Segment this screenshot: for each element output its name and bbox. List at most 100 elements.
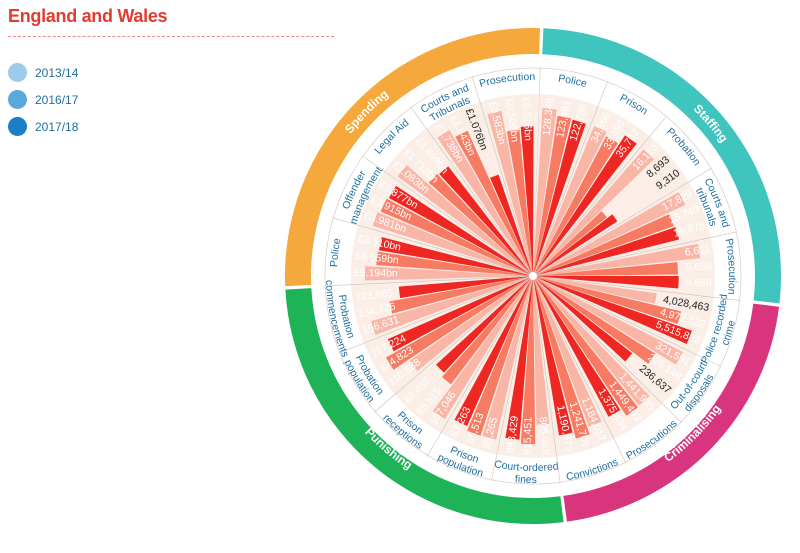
bar-punishing-court-ordered-fines-2017-18	[505, 279, 533, 440]
title-divider	[8, 36, 334, 37]
bar-criminalising-out-of-court-disposals-2016-17	[536, 278, 656, 364]
value-label-spending-prosecution-2017-18: £0.516bn	[520, 97, 534, 141]
bar-punishing-prison-population-2017-18	[454, 279, 532, 427]
legend-swatch-2013-14	[8, 63, 27, 82]
category-label-punishing-court-ordered-fines: fines	[514, 473, 536, 486]
category-divider	[534, 80, 608, 273]
bar-punishing-prison-receptions-2017-18	[436, 278, 531, 373]
category-divider	[536, 231, 738, 276]
page-title: England and Wales	[8, 6, 168, 26]
bar-spending-offender-management-2016-17	[380, 198, 530, 275]
category-label-text: Convictions	[565, 456, 620, 483]
bar-criminalising-police-recorded-crime-2016-17	[536, 276, 682, 324]
section-band-staffing	[542, 28, 781, 304]
value-label-punishing-court-ordered-fines-2016-17: 915,451	[521, 417, 534, 455]
category-divider	[324, 275, 530, 287]
category-divider	[535, 115, 668, 274]
bar-staffing-prison-2017-18	[535, 135, 637, 273]
bar-spending-police-2017-18	[378, 237, 530, 276]
bar-criminalising-convictions-2013-14	[534, 279, 602, 427]
section-band-criminalising	[563, 303, 780, 522]
category-label-criminalising-convictions: Convictions	[565, 456, 620, 483]
value-label-spending-police-2013-14: £9.194bn	[354, 267, 398, 280]
value-label-staffing-prosecution-2016-17: 5,659	[685, 260, 712, 273]
value-label-staffing-prosecution-2017-18: 5,688	[685, 276, 712, 289]
category-label-staffing-prison: Prison	[618, 92, 650, 118]
bar-spending-courts-and-tribunals-2013-14	[437, 130, 532, 273]
bar-punishing-prison-population-2016-17	[467, 279, 532, 436]
category-divider	[536, 276, 741, 301]
bar-punishing-prison-receptions-2016-17	[441, 278, 531, 385]
category-label-spending-police: Police	[328, 237, 343, 267]
bar-punishing-prison-receptions-2013-14	[432, 279, 531, 420]
category-divider	[534, 279, 627, 464]
category-label-text: Police	[557, 73, 588, 91]
section-band-punishing	[285, 288, 564, 524]
bar-spending-police-2013-14	[364, 266, 530, 281]
bar-punishing-probation-population-2016-17	[385, 277, 530, 370]
category-label-staffing-prosecution: Prosecution	[723, 238, 738, 296]
bar-staffing-police-2013-14	[533, 108, 557, 273]
value-label-spending-police-2016-17: £8.559bn	[354, 250, 399, 267]
bar-staffing-prosecution-2016-17	[536, 262, 679, 276]
category-label-spending-prosecution: Prosecution	[478, 71, 535, 90]
legend-item-2016-17: 2016/17	[8, 90, 78, 109]
bar-spending-legal-aid-2016-17	[428, 173, 531, 274]
bar-criminalising-prosecutions-2016-17	[535, 279, 638, 416]
value-label-punishing-probation-commencements-2017-18: 123,885	[355, 287, 394, 304]
bar-punishing-court-ordered-fines-2016-17	[520, 279, 536, 445]
value-label-staffing-prosecution-2013-14: 6,611	[684, 243, 711, 259]
section-band-spending	[285, 28, 540, 287]
bar-staffing-prison-2013-14	[534, 126, 607, 273]
bar-criminalising-police-recorded-crime-2017-18	[536, 277, 692, 345]
bar-staffing-probation-2016-17	[535, 211, 607, 274]
category-label-text: Prosecution	[478, 71, 535, 90]
bar-spending-prosecution-2017-18	[520, 126, 534, 273]
bar-criminalising-out-of-court-disposals-2013-14	[536, 277, 683, 365]
value-label-spending-prosecution-2016-17: £0.506bn	[503, 98, 521, 143]
category-label-text: Prosecution	[723, 238, 738, 296]
bar-spending-legal-aid-2017-18	[439, 166, 531, 274]
category-label-text: Court-ordered	[493, 458, 559, 474]
bar-spending-courts-and-tribunals-2017-18	[490, 174, 532, 273]
bar-staffing-courts-and-tribunals-2013-14	[536, 192, 686, 275]
legend-item-2017-18: 2017/18	[8, 117, 78, 136]
category-divider	[491, 279, 533, 481]
category-divider	[536, 167, 713, 275]
bar-criminalising-convictions-2016-17	[534, 279, 590, 439]
category-divider	[374, 278, 531, 413]
bar-staffing-prison-2016-17	[534, 136, 618, 273]
legend-swatch-2016-17	[8, 90, 27, 109]
category-label-text: Prison	[618, 92, 650, 118]
bar-spending-courts-and-tribunals-2016-17	[455, 130, 532, 273]
category-divider	[536, 277, 722, 367]
bar-punishing-court-ordered-fines-2013-14	[533, 279, 550, 425]
category-label-staffing-police: Police	[557, 73, 588, 91]
bar-staffing-courts-and-tribunals-2016-17	[536, 214, 674, 275]
category-divider	[533, 279, 561, 484]
bar-punishing-probation-population-2013-14	[409, 278, 530, 372]
wedge-criminalising-out-of-court-disposals	[535, 277, 698, 404]
inner-ring-outline	[324, 67, 742, 485]
category-divider	[410, 106, 531, 273]
bar-spending-offender-management-2013-14	[372, 212, 530, 275]
bar-staffing-probation-2013-14	[535, 149, 654, 274]
category-divider	[338, 277, 530, 354]
legend-label-2016-17: 2016/17	[35, 92, 79, 107]
bar-criminalising-convictions-2017-18	[533, 279, 573, 436]
legend-label-2013-14: 2013/14	[35, 65, 79, 80]
bar-staffing-police-2017-18	[533, 119, 586, 273]
bar-spending-offender-management-2017-18	[388, 185, 530, 275]
legend-label-2017-18: 2017/18	[35, 119, 79, 134]
bar-staffing-prosecution-2013-14	[536, 243, 701, 276]
bar-staffing-police-2016-17	[533, 115, 572, 273]
bar-staffing-prosecution-2017-18	[536, 276, 679, 289]
value-label-punishing-court-ordered-fines-2017-18: 893,429	[504, 415, 521, 454]
bar-criminalising-police-recorded-crime-2013-14	[536, 276, 657, 304]
bar-spending-prosecution-2016-17	[506, 129, 533, 273]
category-divider	[361, 155, 530, 274]
bar-criminalising-prosecutions-2013-14	[535, 278, 650, 406]
category-label-punishing-court-ordered-fines: Court-ordered	[493, 458, 559, 474]
legend-swatch-2017-18	[8, 117, 27, 136]
